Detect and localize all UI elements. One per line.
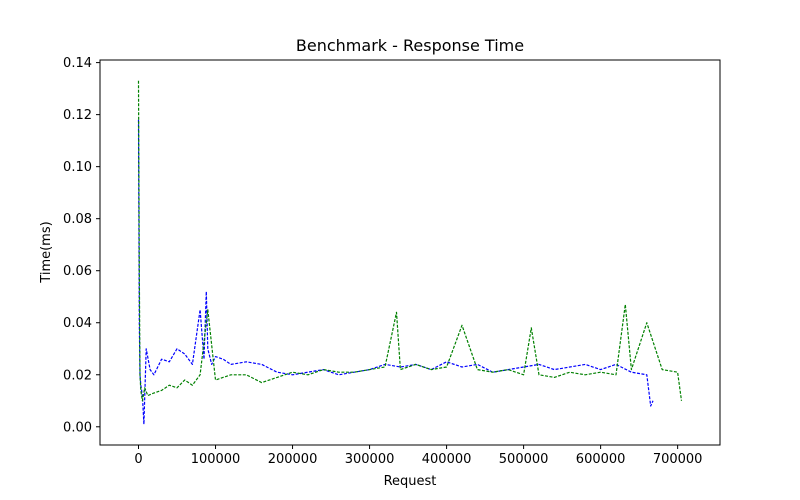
y-tick-label: 0.04 xyxy=(63,316,92,331)
plot-frame xyxy=(99,59,721,446)
series-layer xyxy=(137,80,683,425)
x-tick-label: 600000 xyxy=(576,452,626,467)
x-tick-label: 400000 xyxy=(422,452,472,467)
y-tick-label: 0.12 xyxy=(63,108,92,123)
y-tick-label: 0.08 xyxy=(63,212,92,227)
y-tick-label: 0.10 xyxy=(63,160,92,175)
y-axis-title: Time(ms) xyxy=(39,221,54,283)
x-axis: 0 100000 200000 300000 400000 500000 600000 700… xyxy=(134,445,702,467)
series-line-2 xyxy=(137,80,683,402)
x-tick-label: 0 xyxy=(134,452,142,467)
y-axis: 0.00 0.02 0.04 0.06 0.08 0.10 0.12 0.14 xyxy=(63,56,100,435)
series-line-1 xyxy=(137,119,654,425)
y-tick-label: 0.00 xyxy=(63,420,92,435)
x-axis-title: Request xyxy=(384,474,437,489)
x-tick-label: 200000 xyxy=(268,452,318,467)
x-tick-label: 700000 xyxy=(653,452,703,467)
chart-title: Benchmark - Response Time xyxy=(296,36,524,55)
y-tick-label: 0.14 xyxy=(63,56,92,71)
x-tick-label: 100000 xyxy=(191,452,241,467)
x-tick-label: 300000 xyxy=(345,452,395,467)
y-tick-label: 0.02 xyxy=(63,368,92,383)
y-tick-label: 0.06 xyxy=(63,264,92,279)
x-tick-label: 500000 xyxy=(499,452,549,467)
